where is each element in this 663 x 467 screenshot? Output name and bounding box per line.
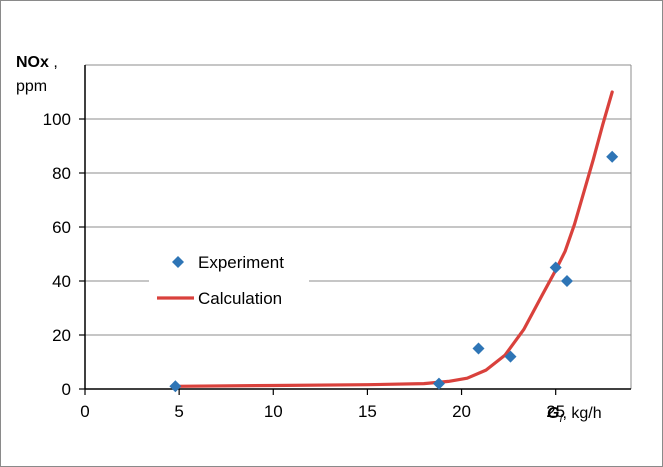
y-axis-unit: ppm xyxy=(16,78,47,95)
data-point-experiment-2 xyxy=(472,342,485,355)
x-axis-label: Gf, kg/h xyxy=(547,405,602,425)
x-axis-label-unit: , kg/h xyxy=(563,405,602,422)
y-axis-label-quantity: NOx xyxy=(16,54,49,71)
x-tick-label-5: 5 xyxy=(174,402,183,421)
y-axis-label-separator: , xyxy=(49,54,58,71)
legend: Experiment Calculation xyxy=(149,243,309,315)
data-point-experiment-6 xyxy=(606,150,619,163)
y-tick-label-100: 100 xyxy=(43,110,71,129)
x-tick-label-0: 0 xyxy=(80,402,89,421)
data-point-experiment-1 xyxy=(432,377,445,390)
data-point-experiment-4 xyxy=(549,261,562,274)
y-axis-label: NOx , xyxy=(16,54,58,71)
y-tick-label-80: 80 xyxy=(52,164,71,183)
legend-label-calculation: Calculation xyxy=(198,289,282,308)
x-tick-label-15: 15 xyxy=(358,402,377,421)
x-tick-label-10: 10 xyxy=(264,402,283,421)
x-tick-label-20: 20 xyxy=(452,402,471,421)
y-tick-label-40: 40 xyxy=(52,272,71,291)
data-point-experiment-3 xyxy=(504,350,517,363)
legend-label-experiment: Experiment xyxy=(198,253,284,272)
y-tick-label-0: 0 xyxy=(62,380,71,399)
x-tick-label-25: 25 xyxy=(546,402,565,421)
legend-background xyxy=(149,243,309,315)
data-point-experiment-5 xyxy=(560,275,573,287)
y-tick-label-20: 20 xyxy=(52,326,71,345)
y-tick-label-60: 60 xyxy=(52,218,71,237)
x-axis-label-subscript: f xyxy=(559,413,563,425)
x-axis-label-symbol: G xyxy=(547,405,559,422)
data-point-experiment-0 xyxy=(169,380,182,393)
series-line-calculation xyxy=(173,90,614,388)
legend-marker-experiment xyxy=(172,256,184,268)
